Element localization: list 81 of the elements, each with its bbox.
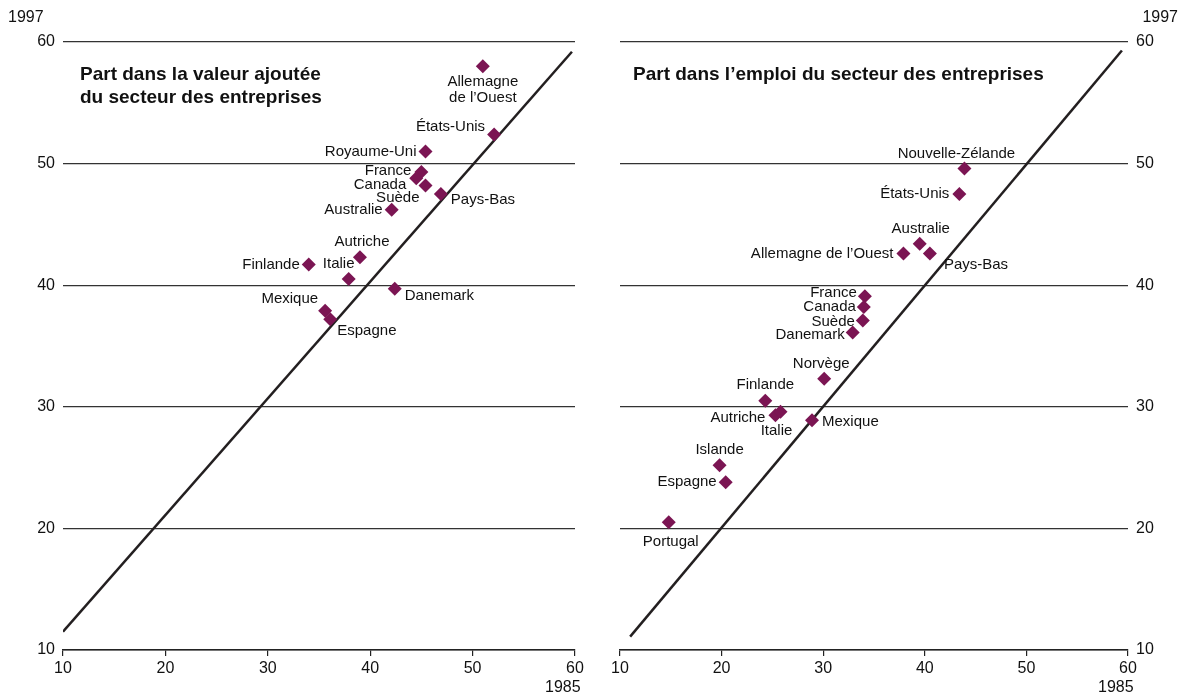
point [475,59,490,74]
point [712,458,727,473]
point [487,127,502,142]
point [384,202,399,217]
y-tick-label: 50 [1136,154,1154,172]
y-axis-title: 1997 [1142,8,1178,26]
point [856,300,871,315]
point [352,250,367,265]
annotation: Pays-Bas [943,254,1009,272]
point [323,312,338,327]
x-tick-label: 50 [1017,659,1036,677]
point [409,171,424,186]
annotation: Islande [695,440,744,458]
annotation: Allemagne de l’Ouest [447,72,519,106]
annotation: Italie [322,254,355,272]
x-tick-label: 60 [1119,659,1137,677]
point [817,371,832,386]
annotation: Allemagne de l’Ouest [750,243,895,261]
point [301,257,316,272]
annotation: Autriche [334,232,390,250]
y-tick-label: 20 [1136,518,1154,536]
x-tick-label: 20 [712,659,731,677]
point [912,236,927,251]
point [418,144,433,159]
point [896,246,911,261]
point [433,187,448,201]
point [418,178,433,193]
y-tick-label: 30 [1136,397,1154,415]
point [805,413,820,428]
annotation: Danemark [404,285,475,303]
text: Part dans l’emploi du secteur des entreprises [633,62,1044,85]
x-tick-label: 60 [566,659,584,677]
point [957,161,972,176]
point [855,313,870,328]
annotation: Norvège [792,353,850,371]
annotation: Finlande [736,374,795,392]
x-axis-title: 1985 [1098,678,1134,696]
y-axis-title: 1997 [8,8,44,26]
point [318,303,333,318]
y-tick-label: 50 [37,154,56,172]
annotation: Royaume-Uni [324,141,417,159]
x-tick-label: 10 [54,659,72,677]
point [661,515,676,530]
x-tick-label: 40 [915,659,934,677]
y-tick-label: 60 [1136,32,1154,50]
annotation: France [364,161,412,179]
point [387,281,402,296]
x-axis-title: 1985 [545,678,581,696]
x-tick-label: 30 [258,659,277,677]
annotation: Espagne [657,472,717,490]
annotation: Mexique [822,412,879,430]
point [857,289,872,304]
annotation: Finlande [242,254,300,272]
point [718,475,733,490]
x-tick-label: 30 [814,659,833,677]
y-tick-label: 10 [1136,640,1154,658]
point [952,187,967,201]
annotation: Mexique [261,288,319,306]
point [758,393,773,408]
annotation: États-Unis [415,116,486,134]
annotation: Portugal [642,532,699,550]
y-tick-label: 20 [37,518,56,536]
x-tick-label: 40 [361,659,380,677]
point [845,325,860,340]
y-tick-label: 30 [37,397,56,415]
annotation: Australie [891,219,950,236]
x-tick-label: 20 [156,659,175,677]
x-tick-label: 50 [463,659,482,677]
text: Part dans la valeur ajoutée du secteur des entreprises [80,62,323,108]
y-tick-label: 40 [1136,275,1154,293]
annotation: Nouvelle-Zélande [897,143,1016,161]
annotation: Pays-Bas [450,190,516,208]
y-tick-label: 40 [37,275,56,293]
y-tick-label: 10 [37,640,56,658]
y-tick-label: 60 [37,32,56,50]
point [922,246,937,261]
annotation: États-Unis [880,184,950,202]
x-tick-label: 10 [611,659,629,677]
annotation: Espagne [337,321,397,339]
annotation: Autriche [710,408,766,426]
point [341,272,356,287]
